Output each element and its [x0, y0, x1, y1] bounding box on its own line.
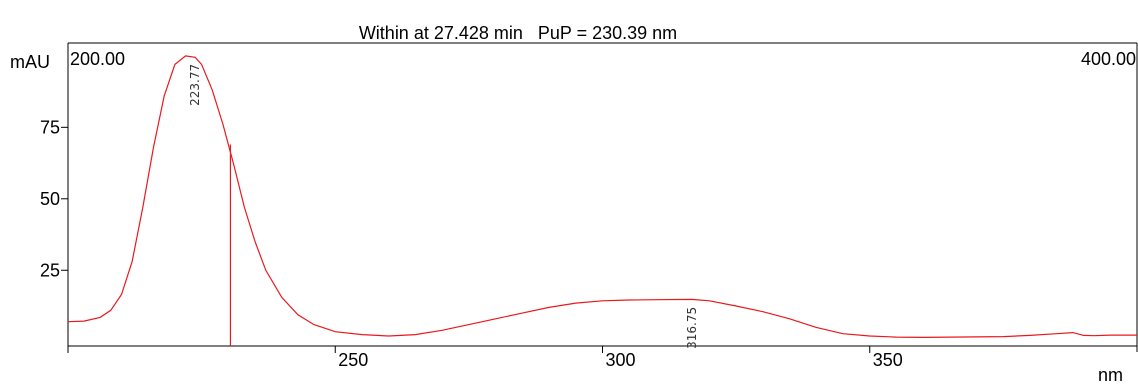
- y-axis-ticks: 25 50 75: [40, 117, 68, 280]
- range-start-label: 200.00: [70, 49, 125, 69]
- peak-labels: 223.77 316.75: [188, 64, 699, 349]
- x-axis-unit-label: nm: [1098, 365, 1123, 385]
- x-axis-ticks: 250 300 350: [67, 346, 903, 370]
- y-tick-label: 75: [40, 117, 60, 137]
- peak-wavelength-label: 223.77: [188, 64, 202, 106]
- chart-title: Within at 27.428 min PuP = 230.39 nm: [359, 23, 677, 43]
- x-tick-label: 250: [338, 350, 368, 370]
- peak-wavelength-label: 316.75: [685, 307, 699, 349]
- series-group: [67, 55, 1137, 346]
- x-tick-label: 350: [873, 350, 903, 370]
- plot-frame: [67, 42, 1138, 352]
- y-tick-label: 50: [40, 189, 60, 209]
- range-end-label: 400.00: [1081, 49, 1136, 69]
- x-tick-label: 300: [606, 350, 636, 370]
- y-tick-label: 25: [40, 260, 60, 280]
- y-axis-unit-label: mAU: [10, 52, 50, 72]
- spectrum-line: [67, 55, 1137, 339]
